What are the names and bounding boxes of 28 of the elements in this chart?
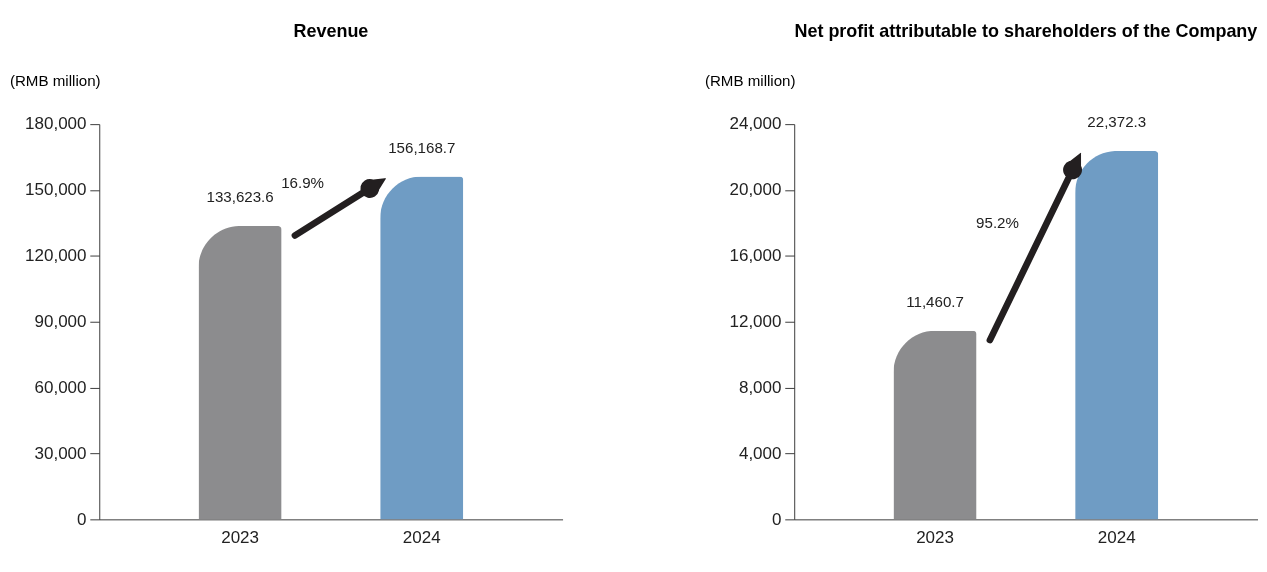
y-tick-label: 60,000 <box>34 377 87 397</box>
chart-title: Revenue <box>293 21 369 42</box>
y-tick-label: 150,000 <box>25 180 87 200</box>
annotation: 16.9% <box>281 173 324 191</box>
y-tick-label: 90,000 <box>34 311 87 331</box>
y-tick-label: 20,000 <box>729 180 782 200</box>
data-label: 11,460.7 <box>906 293 964 311</box>
y-tick-label: 0 <box>772 509 782 529</box>
y-tick-label: 12,000 <box>729 311 782 331</box>
x-tick-label: 2023 <box>916 527 954 547</box>
x-tick-label: 2024 <box>1097 527 1136 547</box>
y-tick-label: 120,000 <box>25 246 87 266</box>
x-tick-label: 2024 <box>402 527 441 547</box>
y-tick-label: 30,000 <box>34 443 87 463</box>
x-tick-label: 2023 <box>221 527 259 547</box>
y-tick-label: 8,000 <box>738 377 782 397</box>
data-label: 22,372.3 <box>1087 113 1147 131</box>
y-tick-label: 16,000 <box>729 246 782 266</box>
y-tick-label: 4,000 <box>738 443 782 463</box>
y-tick-label: 24,000 <box>729 114 782 134</box>
y-tick-label: 0 <box>77 509 87 529</box>
data-label: 133,623.6 <box>206 188 274 206</box>
y-axis-title: (RMB million) <box>704 71 796 89</box>
annotation: 95.2% <box>976 213 1019 231</box>
y-tick-label: 180,000 <box>25 114 87 134</box>
data-label: 156,168.7 <box>388 138 456 156</box>
chart-title: Net profit attributable to shareholders of the Company <box>794 21 1258 42</box>
y-axis-title: (RMB million) <box>9 71 101 89</box>
